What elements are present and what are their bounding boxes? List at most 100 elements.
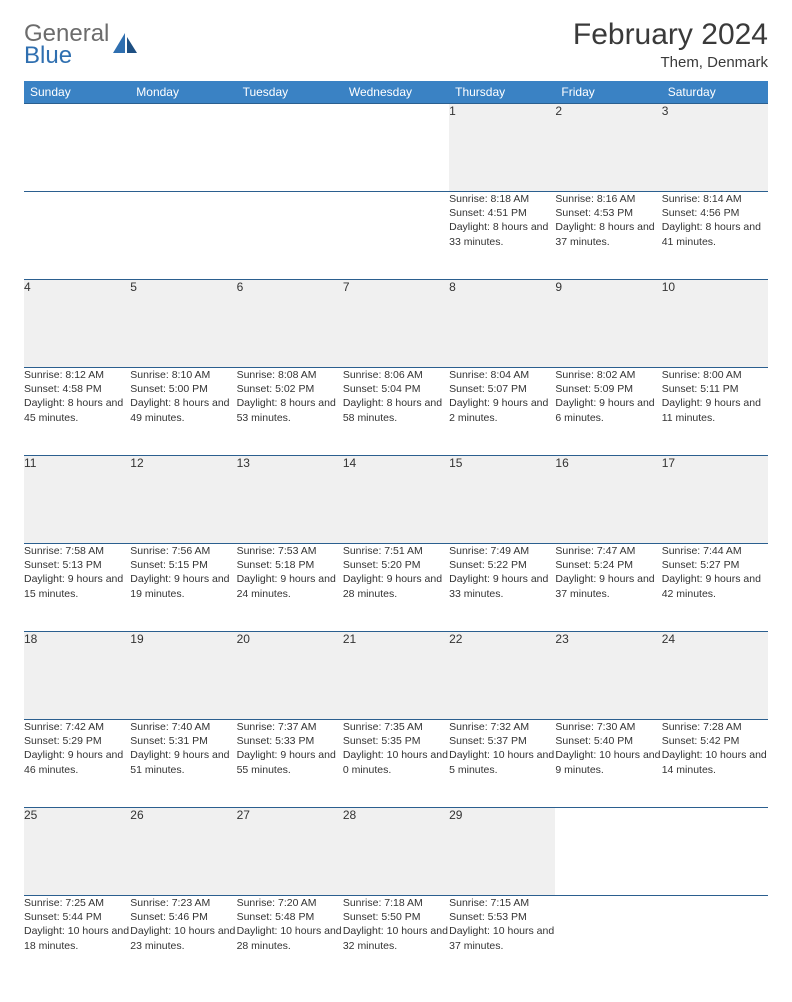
day-details-cell: Sunrise: 8:16 AMSunset: 4:53 PMDaylight:… [555, 192, 661, 280]
daynum-row: 11121314151617 [24, 456, 768, 544]
day-number-cell: 9 [555, 280, 661, 368]
day-number-cell: 11 [24, 456, 130, 544]
day-header: Monday [130, 81, 236, 104]
sunrise-line: Sunrise: 7:18 AM [343, 896, 449, 910]
day-number-cell: 24 [662, 632, 768, 720]
day-number-cell: 28 [343, 808, 449, 896]
sunset-line: Sunset: 5:22 PM [449, 558, 555, 572]
calendar-table: Sunday Monday Tuesday Wednesday Thursday… [24, 81, 768, 984]
daylight-line: Daylight: 9 hours and 19 minutes. [130, 572, 236, 600]
day-number-cell: 27 [237, 808, 343, 896]
sunset-line: Sunset: 5:15 PM [130, 558, 236, 572]
sunrise-line: Sunrise: 8:02 AM [555, 368, 661, 382]
day-number-cell: 21 [343, 632, 449, 720]
daylight-line: Daylight: 8 hours and 49 minutes. [130, 396, 236, 424]
sunrise-line: Sunrise: 8:08 AM [237, 368, 343, 382]
day-number-cell: 19 [130, 632, 236, 720]
daylight-line: Daylight: 10 hours and 37 minutes. [449, 924, 555, 952]
sunset-line: Sunset: 5:20 PM [343, 558, 449, 572]
day-details-cell: Sunrise: 8:12 AMSunset: 4:58 PMDaylight:… [24, 368, 130, 456]
daylight-line: Daylight: 8 hours and 53 minutes. [237, 396, 343, 424]
daylight-line: Daylight: 9 hours and 6 minutes. [555, 396, 661, 424]
daylight-line: Daylight: 10 hours and 18 minutes. [24, 924, 130, 952]
day-number-cell: 26 [130, 808, 236, 896]
day-details-cell: Sunrise: 7:40 AMSunset: 5:31 PMDaylight:… [130, 720, 236, 808]
sunset-line: Sunset: 5:31 PM [130, 734, 236, 748]
day-details-cell: Sunrise: 8:04 AMSunset: 5:07 PMDaylight:… [449, 368, 555, 456]
daylight-line: Daylight: 10 hours and 14 minutes. [662, 748, 768, 776]
daylight-line: Daylight: 8 hours and 58 minutes. [343, 396, 449, 424]
day-number-cell: 22 [449, 632, 555, 720]
sunset-line: Sunset: 5:50 PM [343, 910, 449, 924]
day-header: Thursday [449, 81, 555, 104]
day-number-cell: 12 [130, 456, 236, 544]
day-number-cell: 17 [662, 456, 768, 544]
sunset-line: Sunset: 5:29 PM [24, 734, 130, 748]
day-number-cell [662, 808, 768, 896]
day-details-cell: Sunrise: 8:14 AMSunset: 4:56 PMDaylight:… [662, 192, 768, 280]
sail-icon [111, 31, 139, 55]
sunset-line: Sunset: 5:33 PM [237, 734, 343, 748]
sunrise-line: Sunrise: 8:12 AM [24, 368, 130, 382]
day-number-cell [130, 104, 236, 192]
day-details-cell [555, 896, 661, 984]
day-details-cell: Sunrise: 7:47 AMSunset: 5:24 PMDaylight:… [555, 544, 661, 632]
day-details-cell [662, 896, 768, 984]
day-header: Wednesday [343, 81, 449, 104]
day-number-cell: 13 [237, 456, 343, 544]
sunset-line: Sunset: 5:18 PM [237, 558, 343, 572]
day-details-cell [343, 192, 449, 280]
day-details-cell: Sunrise: 7:35 AMSunset: 5:35 PMDaylight:… [343, 720, 449, 808]
day-header: Friday [555, 81, 661, 104]
day-number-cell [343, 104, 449, 192]
sunrise-line: Sunrise: 7:58 AM [24, 544, 130, 558]
day-number-cell: 18 [24, 632, 130, 720]
daylight-line: Daylight: 10 hours and 23 minutes. [130, 924, 236, 952]
day-number-cell [555, 808, 661, 896]
sunrise-line: Sunrise: 7:51 AM [343, 544, 449, 558]
daylight-line: Daylight: 10 hours and 9 minutes. [555, 748, 661, 776]
day-header: Saturday [662, 81, 768, 104]
sunset-line: Sunset: 5:46 PM [130, 910, 236, 924]
daynum-row: 45678910 [24, 280, 768, 368]
daylight-line: Daylight: 9 hours and 11 minutes. [662, 396, 768, 424]
sunset-line: Sunset: 5:35 PM [343, 734, 449, 748]
daylight-line: Daylight: 10 hours and 28 minutes. [237, 924, 343, 952]
day-number-cell: 8 [449, 280, 555, 368]
logo-text: General Blue [24, 22, 109, 68]
sunset-line: Sunset: 5:02 PM [237, 382, 343, 396]
sunrise-line: Sunrise: 7:32 AM [449, 720, 555, 734]
daylight-line: Daylight: 9 hours and 37 minutes. [555, 572, 661, 600]
details-row: Sunrise: 8:12 AMSunset: 4:58 PMDaylight:… [24, 368, 768, 456]
day-details-cell: Sunrise: 7:44 AMSunset: 5:27 PMDaylight:… [662, 544, 768, 632]
day-details-cell: Sunrise: 7:20 AMSunset: 5:48 PMDaylight:… [237, 896, 343, 984]
sunrise-line: Sunrise: 7:49 AM [449, 544, 555, 558]
sunrise-line: Sunrise: 7:44 AM [662, 544, 768, 558]
sunset-line: Sunset: 5:04 PM [343, 382, 449, 396]
day-number-cell: 3 [662, 104, 768, 192]
sunrise-line: Sunrise: 7:37 AM [237, 720, 343, 734]
sunrise-line: Sunrise: 8:06 AM [343, 368, 449, 382]
sunset-line: Sunset: 5:42 PM [662, 734, 768, 748]
sunset-line: Sunset: 5:37 PM [449, 734, 555, 748]
logo-text-bottom: Blue [24, 44, 109, 68]
daylight-line: Daylight: 9 hours and 51 minutes. [130, 748, 236, 776]
sunset-line: Sunset: 5:48 PM [237, 910, 343, 924]
sunrise-line: Sunrise: 7:56 AM [130, 544, 236, 558]
day-details-cell: Sunrise: 7:18 AMSunset: 5:50 PMDaylight:… [343, 896, 449, 984]
sunrise-line: Sunrise: 8:04 AM [449, 368, 555, 382]
day-details-cell: Sunrise: 7:25 AMSunset: 5:44 PMDaylight:… [24, 896, 130, 984]
day-header: Tuesday [237, 81, 343, 104]
sunset-line: Sunset: 4:51 PM [449, 206, 555, 220]
day-number-cell: 10 [662, 280, 768, 368]
sunrise-line: Sunrise: 8:14 AM [662, 192, 768, 206]
day-number-cell: 14 [343, 456, 449, 544]
daynum-row: 2526272829 [24, 808, 768, 896]
daylight-line: Daylight: 9 hours and 46 minutes. [24, 748, 130, 776]
details-row: Sunrise: 8:18 AMSunset: 4:51 PMDaylight:… [24, 192, 768, 280]
sunrise-line: Sunrise: 8:18 AM [449, 192, 555, 206]
sunset-line: Sunset: 5:00 PM [130, 382, 236, 396]
sunrise-line: Sunrise: 7:25 AM [24, 896, 130, 910]
day-number-cell: 4 [24, 280, 130, 368]
sunset-line: Sunset: 4:56 PM [662, 206, 768, 220]
